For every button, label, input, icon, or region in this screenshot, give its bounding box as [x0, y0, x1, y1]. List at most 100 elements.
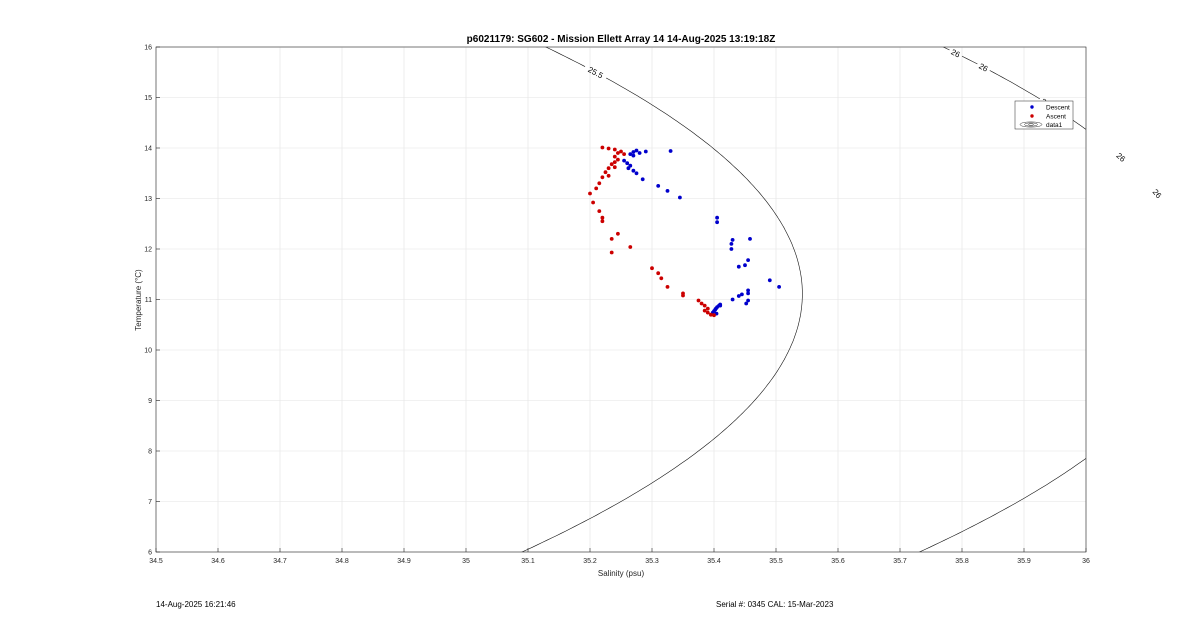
- contour-label: 26: [1151, 187, 1164, 200]
- descent-point: [736, 264, 741, 269]
- legend-contour-icon: [1019, 121, 1043, 128]
- descent-point: [678, 195, 682, 200]
- legend-ascent-marker: [1030, 114, 1034, 118]
- y-tick-label: 8: [148, 449, 152, 456]
- x-axis-label: Salinity (psu): [598, 569, 645, 578]
- descent-point: [640, 177, 645, 182]
- y-tick-label: 13: [144, 196, 152, 203]
- legend-data1-label: data1: [1046, 122, 1063, 129]
- x-tick-label: 35.1: [521, 558, 535, 565]
- descent-point: [746, 288, 750, 293]
- descent-point: [730, 238, 735, 242]
- descent-point: [668, 149, 673, 153]
- ascent-point: [597, 181, 602, 186]
- descent-point: [744, 301, 749, 306]
- ascent-point: [705, 306, 710, 311]
- x-tick-label: 35.8: [955, 558, 969, 565]
- ascent-point: [612, 147, 617, 152]
- descent-point: [631, 168, 636, 173]
- footer-serial-cal: Serial #: 0345 CAL: 15-Mar-2023: [716, 600, 834, 609]
- ascent-point: [702, 303, 707, 308]
- ascent-point: [696, 298, 701, 303]
- ascent-point: [712, 313, 716, 318]
- ascent-point: [616, 231, 620, 236]
- descent-point: [628, 152, 633, 157]
- descent-point: [736, 294, 741, 298]
- descent-point: [634, 171, 639, 176]
- ascent-point: [616, 157, 620, 162]
- descent-point: [746, 298, 750, 303]
- descent-point: [777, 285, 781, 289]
- contour-label: 26: [950, 48, 962, 60]
- descent-point: [748, 237, 752, 241]
- legend-descent-label: Descent: [1046, 105, 1070, 112]
- ascent-point: [612, 160, 617, 165]
- data-points: [588, 145, 781, 318]
- descent-point: [746, 291, 750, 296]
- y-tick-label: 12: [144, 247, 152, 254]
- descent-point: [626, 166, 631, 171]
- ascent-point: [600, 145, 605, 150]
- chart-title: p6021179: SG602 - Mission Ellett Array 1…: [467, 34, 776, 45]
- descent-point: [656, 184, 661, 188]
- legend-descent-marker: [1030, 105, 1034, 109]
- y-tick-label: 15: [144, 95, 152, 102]
- legend[interactable]: Descent Ascent data1: [1014, 100, 1074, 130]
- ascent-point: [588, 191, 592, 196]
- x-tick-label: 35.5: [769, 558, 783, 565]
- x-ticks: 34.5 34.6 34.7 34.8 34.9 35 35.1 35.2 35.3 35.4 35…: [149, 548, 1090, 565]
- ascent-point: [702, 308, 707, 313]
- y-tick-label: 16: [144, 45, 152, 52]
- descent-point: [622, 158, 626, 163]
- descent-point: [637, 151, 642, 155]
- x-tick-label: 34.9: [397, 558, 411, 565]
- x-tick-label: 36: [1082, 558, 1090, 565]
- ascent-point: [606, 146, 611, 151]
- ascent-point: [705, 310, 710, 315]
- x-tick-label: 35.2: [583, 558, 597, 565]
- y-ticks: 6 7 8 9 10 11 12 13 14 15 16: [144, 45, 160, 557]
- x-tick-label: 35.4: [707, 558, 721, 565]
- descent-point: [743, 263, 747, 268]
- y-tick-label: 10: [144, 348, 152, 355]
- ascent-point: [681, 293, 685, 298]
- ascent-point: [659, 276, 664, 281]
- legend-ascent-label: Ascent: [1046, 114, 1066, 121]
- ascent-point: [665, 285, 670, 289]
- descent-point: [767, 278, 772, 283]
- descent-point: [718, 303, 723, 308]
- x-tick-label: 35.6: [831, 558, 845, 565]
- footer-timestamp: 14-Aug-2025 16:21:46: [156, 600, 236, 609]
- density-contour-line: [521, 47, 803, 552]
- x-tick-label: 35.3: [645, 558, 659, 565]
- descent-point: [631, 153, 636, 158]
- ascent-point: [699, 301, 704, 306]
- descent-point: [746, 258, 750, 262]
- ascent-point: [600, 215, 605, 220]
- ascent-point: [609, 250, 614, 255]
- descent-point: [740, 292, 744, 297]
- y-tick-label: 6: [148, 550, 152, 557]
- ascent-point: [616, 151, 620, 155]
- y-tick-label: 9: [148, 398, 152, 405]
- ascent-point: [622, 152, 626, 157]
- descent-point: [643, 149, 648, 154]
- x-tick-label: 34.8: [335, 558, 349, 565]
- y-axis-label: Temperature (°C): [134, 269, 143, 331]
- ascent-point: [594, 186, 599, 191]
- ascent-point: [650, 266, 654, 271]
- ascent-point: [612, 165, 617, 170]
- x-tick-label: 35.7: [893, 558, 907, 565]
- ascent-point: [606, 166, 611, 171]
- ascent-point: [591, 200, 595, 205]
- descent-point: [665, 189, 670, 193]
- y-tick-label: 11: [145, 297, 152, 304]
- descent-point: [729, 247, 734, 251]
- ascent-point: [709, 312, 713, 317]
- x-tick-label: 34.6: [211, 558, 225, 565]
- ascent-point: [609, 237, 614, 241]
- x-tick-label: 34.7: [273, 558, 287, 565]
- x-tick-label: 35.9: [1017, 558, 1031, 565]
- descent-point: [730, 297, 735, 302]
